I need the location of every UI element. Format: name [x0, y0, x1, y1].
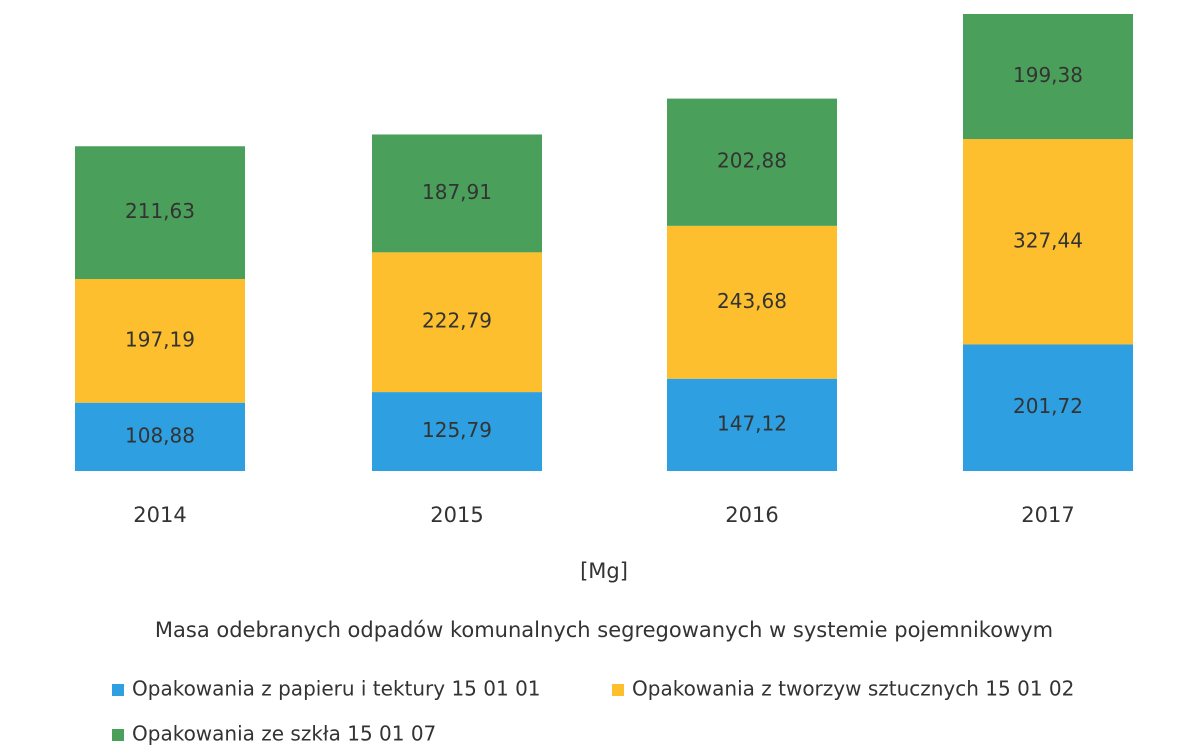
bar-segment: [372, 392, 542, 471]
data-label: 222,79: [422, 309, 492, 333]
legend-swatch: [112, 684, 124, 696]
x-tick-label: 2015: [430, 503, 483, 527]
data-label: 202,88: [717, 149, 787, 173]
data-label: 187,91: [422, 180, 492, 204]
bar-segment: [963, 139, 1133, 345]
bar-segment: [372, 134, 542, 253]
chart-title: Masa odebranych odpadów komunalnych segr…: [155, 618, 1053, 642]
legend-swatch: [612, 684, 624, 696]
bar-segment: [372, 252, 542, 393]
unit-label: [Mg]: [580, 559, 628, 583]
legend-label: Opakowania z tworzyw sztucznych 15 01 02: [632, 677, 1074, 701]
data-label: 108,88: [125, 423, 195, 447]
data-label: 197,19: [125, 327, 195, 351]
x-tick-label: 2014: [133, 503, 186, 527]
bar-segment: [75, 146, 245, 280]
data-label: 243,68: [717, 289, 787, 313]
bar-segment: [963, 14, 1133, 140]
data-label: 147,12: [717, 411, 787, 435]
bar-segment: [667, 378, 837, 471]
bar-segment: [75, 402, 245, 471]
data-label: 327,44: [1013, 228, 1083, 252]
legend-label: Opakowania ze szkła 15 01 07: [132, 722, 436, 746]
x-tick-label: 2017: [1021, 503, 1074, 527]
bar-segment: [667, 225, 837, 379]
bar-segment: [963, 344, 1133, 471]
x-tick-label: 2016: [725, 503, 778, 527]
legend-swatch: [112, 729, 124, 741]
bar-segment: [667, 98, 837, 226]
data-label: 125,79: [422, 418, 492, 442]
legend-label: Opakowania z papieru i tektury 15 01 01: [132, 677, 541, 701]
data-label: 211,63: [125, 199, 195, 223]
bar-segment: [75, 279, 245, 403]
data-label: 201,72: [1013, 394, 1083, 418]
data-label: 199,38: [1013, 63, 1083, 87]
